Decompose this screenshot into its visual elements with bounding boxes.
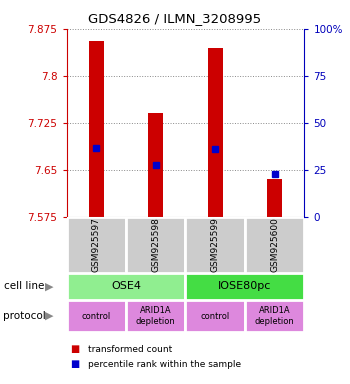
Bar — [89, 41, 104, 217]
Bar — [245, 300, 304, 332]
Bar — [66, 217, 126, 273]
Text: control: control — [201, 311, 230, 321]
Bar — [66, 300, 126, 332]
Bar — [186, 300, 245, 332]
Text: GSM925600: GSM925600 — [270, 217, 279, 272]
Bar — [267, 179, 282, 217]
Text: GSM925599: GSM925599 — [211, 217, 220, 272]
Text: ■: ■ — [70, 359, 79, 369]
Text: IOSE80pc: IOSE80pc — [218, 281, 272, 291]
Text: OSE4: OSE4 — [111, 281, 141, 291]
Bar — [186, 217, 245, 273]
Text: control: control — [82, 311, 111, 321]
Text: GSM925598: GSM925598 — [151, 217, 160, 272]
Text: GDS4826 / ILMN_3208995: GDS4826 / ILMN_3208995 — [89, 12, 261, 25]
Text: percentile rank within the sample: percentile rank within the sample — [88, 360, 241, 369]
Bar — [186, 273, 304, 300]
Bar — [208, 48, 223, 217]
Bar — [126, 217, 186, 273]
Text: cell line: cell line — [4, 281, 44, 291]
Bar — [148, 113, 163, 217]
Text: protocol: protocol — [4, 311, 46, 321]
Text: ARID1A
depletion: ARID1A depletion — [255, 306, 295, 326]
Bar — [66, 273, 186, 300]
Text: ■: ■ — [70, 344, 79, 354]
Text: ARID1A
depletion: ARID1A depletion — [136, 306, 176, 326]
Text: ▶: ▶ — [45, 281, 53, 291]
Text: ▶: ▶ — [45, 311, 53, 321]
Bar — [126, 300, 186, 332]
Text: GSM925597: GSM925597 — [92, 217, 101, 272]
Bar — [245, 217, 304, 273]
Text: transformed count: transformed count — [88, 344, 172, 354]
